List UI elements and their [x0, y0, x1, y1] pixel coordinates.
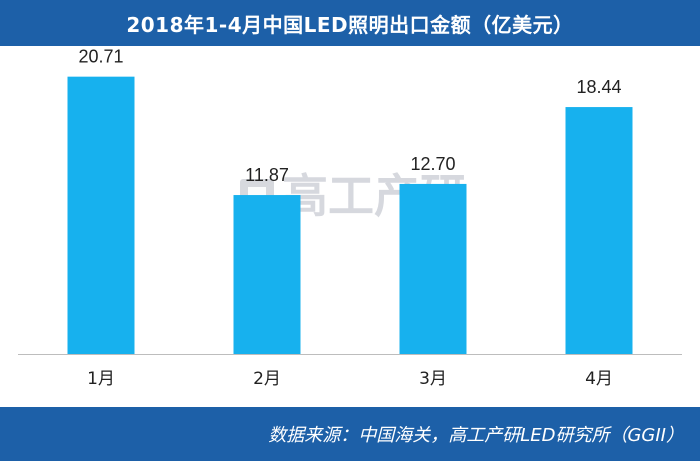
chart-title: 2018年1-4月中国LED照明出口金额（亿美元） [0, 0, 700, 46]
data-label-3: 12.70 [410, 154, 455, 174]
category-label-3: 3月 [419, 369, 447, 389]
bar-3 [399, 183, 467, 354]
data-label-1: 20.71 [78, 47, 123, 67]
data-label-4: 18.44 [576, 77, 621, 97]
bar-2 [233, 195, 301, 354]
bar-4 [565, 107, 633, 354]
data-label-2: 11.87 [245, 165, 289, 185]
category-label-2: 2月 [253, 369, 281, 389]
category-label-1: 1月 [87, 369, 115, 389]
source-note: 数据来源：中国海关，高工产研LED研究所（GGII） [0, 407, 700, 461]
category-label-4: 4月 [585, 369, 613, 389]
bar-1 [67, 76, 135, 355]
